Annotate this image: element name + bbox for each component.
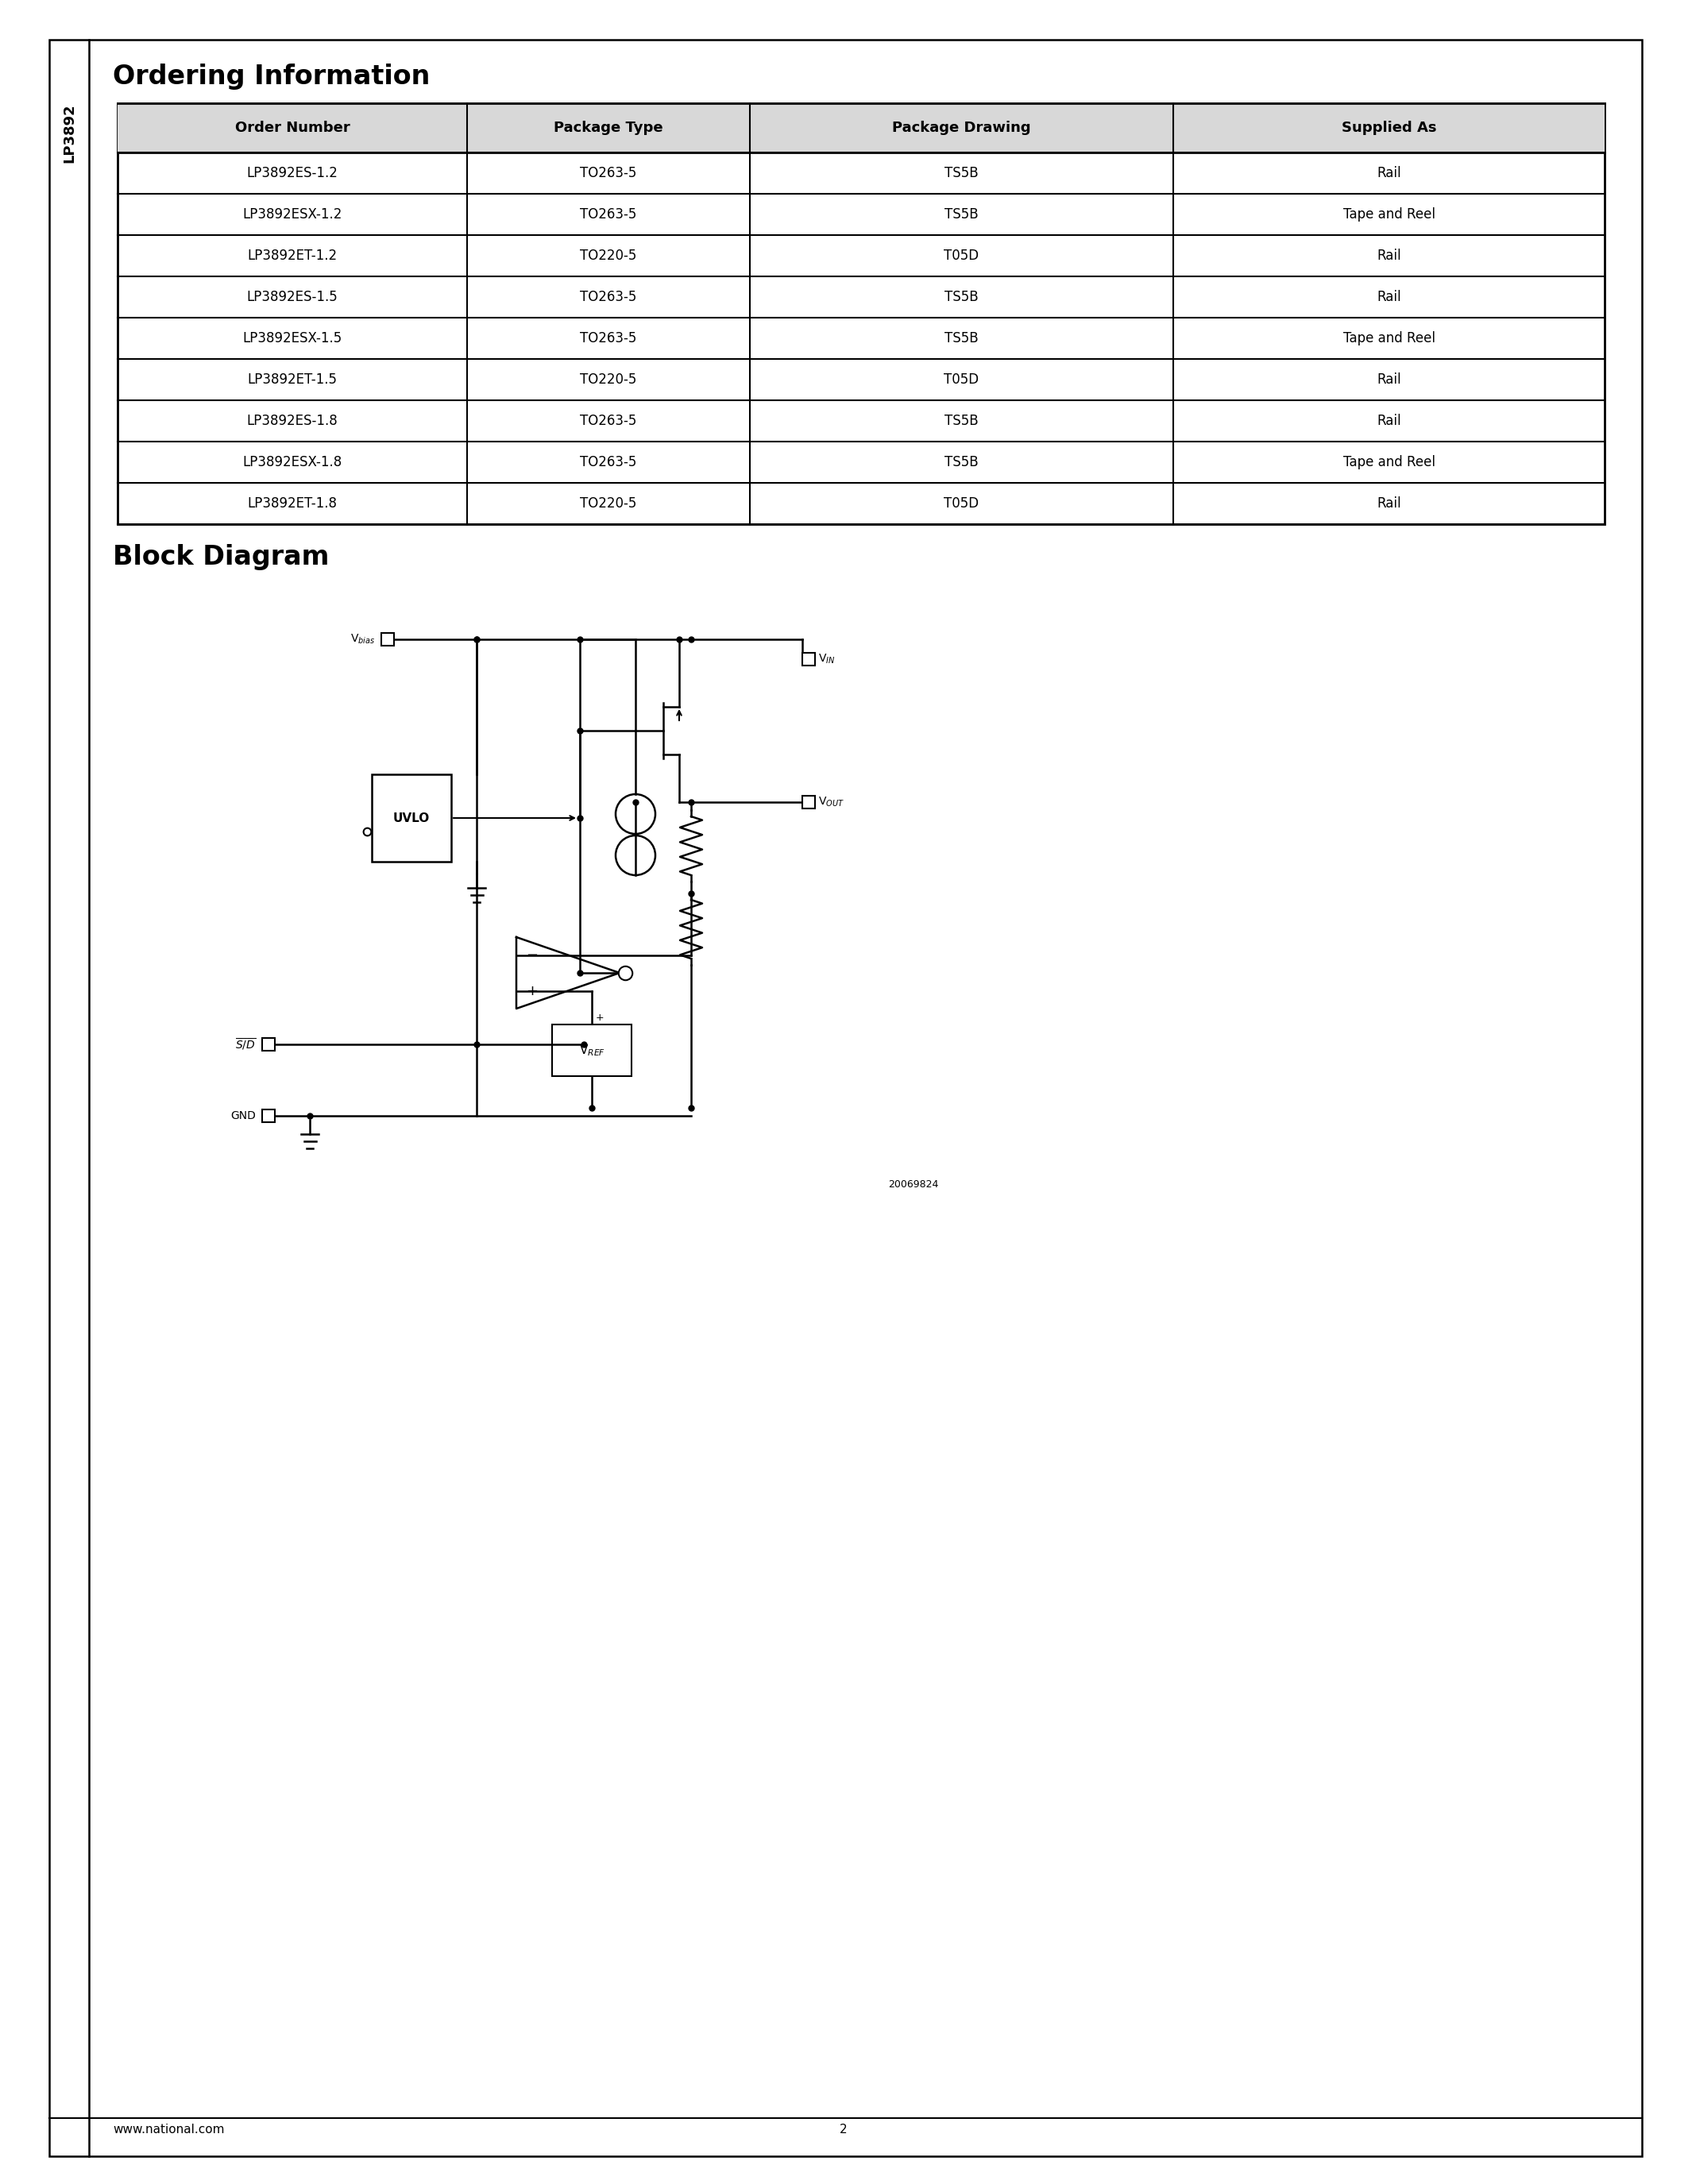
Text: Tape and Reel: Tape and Reel xyxy=(1344,332,1435,345)
Text: LP3892ET-1.5: LP3892ET-1.5 xyxy=(248,373,338,387)
Text: TS5B: TS5B xyxy=(945,332,979,345)
Text: TS5B: TS5B xyxy=(945,290,979,304)
Text: Rail: Rail xyxy=(1377,496,1401,511)
Text: Order Number: Order Number xyxy=(235,120,349,135)
Bar xyxy=(802,653,815,666)
Text: TO220-5: TO220-5 xyxy=(581,249,636,262)
Text: 2: 2 xyxy=(841,2125,847,2136)
Text: LP3892ESX-1.2: LP3892ESX-1.2 xyxy=(243,207,343,221)
Text: TO220-5: TO220-5 xyxy=(581,496,636,511)
Bar xyxy=(118,103,1605,153)
Text: TO263-5: TO263-5 xyxy=(581,454,636,470)
Text: Rail: Rail xyxy=(1377,290,1401,304)
Bar xyxy=(371,775,451,863)
Text: UVLO: UVLO xyxy=(393,812,430,823)
Text: GND: GND xyxy=(231,1109,257,1120)
Text: LP3892ESX-1.5: LP3892ESX-1.5 xyxy=(243,332,343,345)
Text: LP3892ES-1.5: LP3892ES-1.5 xyxy=(246,290,338,304)
Text: TS5B: TS5B xyxy=(945,413,979,428)
Bar xyxy=(262,1109,275,1123)
Text: Tape and Reel: Tape and Reel xyxy=(1344,207,1435,221)
Text: TS5B: TS5B xyxy=(945,454,979,470)
Text: V$_{OUT}$: V$_{OUT}$ xyxy=(819,795,844,808)
Text: TO263-5: TO263-5 xyxy=(581,290,636,304)
Text: TS5B: TS5B xyxy=(945,207,979,221)
Text: LP3892ES-1.8: LP3892ES-1.8 xyxy=(246,413,338,428)
Text: LP3892ES-1.2: LP3892ES-1.2 xyxy=(246,166,338,181)
Bar xyxy=(118,103,1605,524)
Text: V$_{bias}$: V$_{bias}$ xyxy=(349,633,375,646)
Text: V$_{IN}$: V$_{IN}$ xyxy=(819,653,836,666)
Text: TO220-5: TO220-5 xyxy=(581,373,636,387)
Text: Rail: Rail xyxy=(1377,373,1401,387)
Text: Supplied As: Supplied As xyxy=(1342,120,1436,135)
Text: T05D: T05D xyxy=(944,373,979,387)
Text: LP3892: LP3892 xyxy=(62,103,76,162)
Text: $\overline{S/D}$: $\overline{S/D}$ xyxy=(235,1037,257,1053)
Text: Rail: Rail xyxy=(1377,249,1401,262)
Text: TS5B: TS5B xyxy=(945,166,979,181)
Bar xyxy=(262,1037,275,1051)
Bar xyxy=(381,633,393,646)
Text: TO263-5: TO263-5 xyxy=(581,332,636,345)
Text: www.national.com: www.national.com xyxy=(113,2125,225,2136)
Text: +: + xyxy=(596,1013,604,1022)
Text: V$_{REF}$: V$_{REF}$ xyxy=(579,1044,604,1057)
Text: LP3892ET-1.2: LP3892ET-1.2 xyxy=(248,249,338,262)
Text: −: − xyxy=(527,948,538,963)
Text: Block Diagram: Block Diagram xyxy=(113,544,329,570)
Text: Package Drawing: Package Drawing xyxy=(891,120,1031,135)
Text: T05D: T05D xyxy=(944,249,979,262)
Text: Ordering Information: Ordering Information xyxy=(113,63,430,90)
Text: Package Type: Package Type xyxy=(554,120,663,135)
Text: +: + xyxy=(527,983,538,998)
Text: Rail: Rail xyxy=(1377,413,1401,428)
Text: Rail: Rail xyxy=(1377,166,1401,181)
Text: 20069824: 20069824 xyxy=(888,1179,939,1190)
Text: LP3892ET-1.8: LP3892ET-1.8 xyxy=(248,496,338,511)
Text: Tape and Reel: Tape and Reel xyxy=(1344,454,1435,470)
Text: TO263-5: TO263-5 xyxy=(581,207,636,221)
Text: TO263-5: TO263-5 xyxy=(581,166,636,181)
Text: LP3892ESX-1.8: LP3892ESX-1.8 xyxy=(243,454,343,470)
Text: T05D: T05D xyxy=(944,496,979,511)
Bar xyxy=(802,795,815,808)
Text: TO263-5: TO263-5 xyxy=(581,413,636,428)
Bar xyxy=(552,1024,631,1077)
